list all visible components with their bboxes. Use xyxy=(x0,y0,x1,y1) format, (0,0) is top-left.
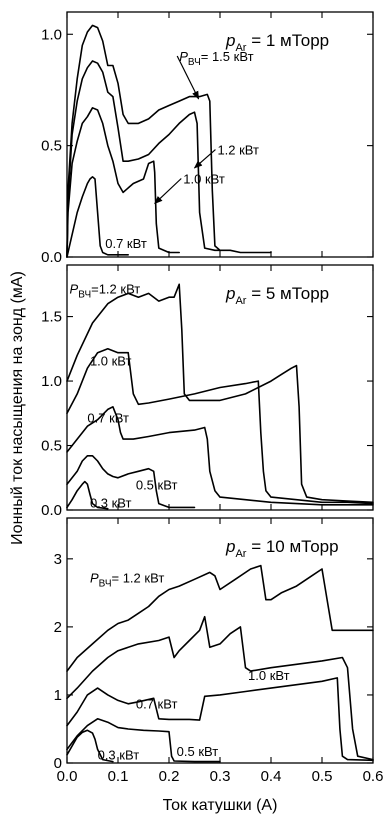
series-label: PВЧ= 1.5 кВт xyxy=(179,49,253,68)
pressure-label-value: = 5 мТорр xyxy=(246,284,329,303)
x-tick-label: 0.0 xyxy=(57,768,78,785)
series-label: 0.7 кВт xyxy=(136,697,178,712)
series-line-4 xyxy=(66,176,129,258)
y-axis-label: Ионный ток насыщения на зонд (мА) xyxy=(9,271,26,545)
y-tick-label: 1.5 xyxy=(41,309,62,326)
series-label: 0.7 кВт xyxy=(105,236,147,251)
pressure-label: pAr = 5 мТорр xyxy=(225,284,329,307)
y-tick-label: 0 xyxy=(54,755,62,772)
series-label: 0.7 кВт xyxy=(87,410,129,425)
x-tick-label: 0.5 xyxy=(312,768,333,785)
y-tick-label: 0.0 xyxy=(41,502,62,519)
y-tick-label: 0.5 xyxy=(41,138,62,155)
series-arrow xyxy=(176,55,200,100)
series-label: 0.5 кВт xyxy=(136,477,178,492)
series-arrow xyxy=(193,149,216,169)
y-tick-label: 3 xyxy=(54,551,62,568)
series-label-part: 1.2 кВт xyxy=(217,143,259,158)
series-line-1 xyxy=(66,24,272,258)
series-label-part: 0.3 кВт xyxy=(98,748,140,763)
series-label: 1.0 кВт xyxy=(90,354,132,369)
series-label-part: 0.7 кВт xyxy=(105,236,147,251)
series-line-4 xyxy=(66,455,196,509)
series-label-part: = 1.5 кВт xyxy=(201,49,254,64)
series-line-5 xyxy=(66,480,109,510)
series-label-part: =1.2 кВт xyxy=(91,281,140,296)
y-tick-label: 1.0 xyxy=(41,373,62,390)
pressure-label-subscript: Ar xyxy=(235,548,246,560)
pressure-label: pAr = 1 мТорр xyxy=(225,31,329,54)
series-label-part: 0.7 кВт xyxy=(87,410,129,425)
series-label-part: 1.0 кВт xyxy=(248,668,290,683)
y-tick-label: 1 xyxy=(54,687,62,704)
series-label-part: = 1.2 кВт xyxy=(112,571,165,586)
series-label: PВЧ=1.2 кВт xyxy=(70,281,141,300)
pressure-label-value: = 10 мТорр xyxy=(246,537,338,556)
series-line-3 xyxy=(66,677,374,762)
series-line-1 xyxy=(66,283,374,504)
series-label-part: 1.0 кВт xyxy=(183,172,225,187)
series-label: 1.0 кВт xyxy=(183,172,225,187)
series-label-part: ВЧ xyxy=(99,579,112,590)
x-tick-label: 0.4 xyxy=(261,768,282,785)
pressure-label-symbol: p xyxy=(225,31,235,50)
y-tick-label: 1.0 xyxy=(41,26,62,43)
pressure-label-subscript: Ar xyxy=(235,42,246,54)
series-label-part: P xyxy=(179,49,188,64)
series-line-2 xyxy=(66,615,374,761)
y-tick-label: 2 xyxy=(54,619,62,636)
x-tick-label: 0.3 xyxy=(210,768,231,785)
series-label: 1.2 кВт xyxy=(217,143,259,158)
series-label-part: 0.3 кВт xyxy=(90,495,132,510)
series-label-part: ВЧ xyxy=(78,289,91,300)
panel-3: 0 1 2 3 0.0 0.1 0.2 0.3 0.4 0.5 0.6 pAr = 10 мТорр P… xyxy=(54,517,384,785)
series-line-2 xyxy=(66,60,221,258)
panel-2: 0.0 0.5 1.0 1.5 pAr = 5 мТорр PВЧ=1.2 кВт 1.0 … xyxy=(41,264,374,519)
series-label-part: P xyxy=(70,281,79,296)
x-tick-label: 0.1 xyxy=(108,768,129,785)
series-line-1 xyxy=(66,564,374,672)
pressure-label-symbol: p xyxy=(225,284,235,303)
series-label: 0.3 кВт xyxy=(90,495,132,510)
series-label: 1.0 кВт xyxy=(248,668,290,683)
series-line-3 xyxy=(66,406,374,506)
series-label-part: 0.5 кВт xyxy=(177,744,219,759)
x-tick-label: 0.2 xyxy=(159,768,180,785)
series-arrow xyxy=(154,178,182,205)
series-label-part: 1.0 кВт xyxy=(90,354,132,369)
series-label-part: ВЧ xyxy=(188,57,201,68)
series-label-part: P xyxy=(90,571,99,586)
pressure-label-symbol: p xyxy=(225,537,235,556)
pressure-label-value: = 1 мТорр xyxy=(246,31,329,50)
series-label-part: 0.7 кВт xyxy=(136,697,178,712)
series-line-5 xyxy=(66,718,221,763)
x-axis-label: Ток катушки (А) xyxy=(163,797,278,814)
series-label: 0.3 кВт xyxy=(98,748,140,763)
series-label-part: 0.5 кВт xyxy=(136,477,178,492)
series-line-2 xyxy=(66,348,374,505)
series-line-3 xyxy=(66,107,180,258)
x-tick-label: 0.6 xyxy=(363,768,384,785)
pressure-label-subscript: Ar xyxy=(235,295,246,307)
y-tick-label: 0.5 xyxy=(41,438,62,455)
pressure-label: pAr = 10 мТорр xyxy=(225,537,339,560)
series-label: 0.5 кВт xyxy=(177,744,219,759)
series-label: PВЧ= 1.2 кВт xyxy=(90,571,164,590)
y-tick-label: 0.0 xyxy=(41,249,62,266)
series-line-4 xyxy=(66,729,114,763)
